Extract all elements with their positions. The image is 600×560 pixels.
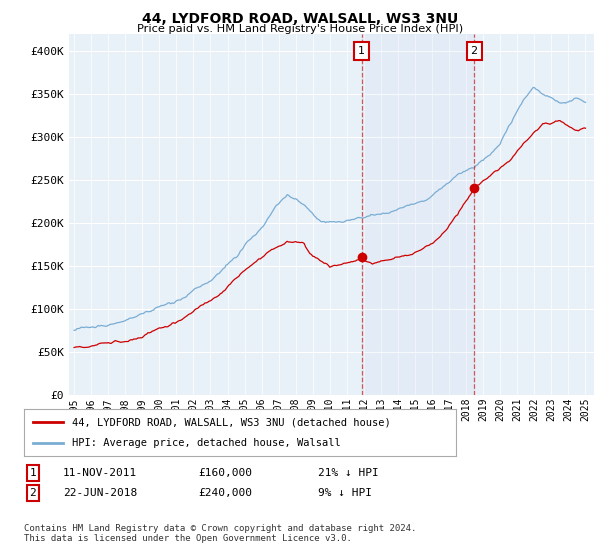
Text: 44, LYDFORD ROAD, WALSALL, WS3 3NU: 44, LYDFORD ROAD, WALSALL, WS3 3NU (142, 12, 458, 26)
Text: £160,000: £160,000 (198, 468, 252, 478)
Text: 21% ↓ HPI: 21% ↓ HPI (318, 468, 379, 478)
Text: Price paid vs. HM Land Registry's House Price Index (HPI): Price paid vs. HM Land Registry's House … (137, 24, 463, 34)
Text: 9% ↓ HPI: 9% ↓ HPI (318, 488, 372, 498)
Text: 1: 1 (358, 46, 365, 56)
Text: 11-NOV-2011: 11-NOV-2011 (63, 468, 137, 478)
Text: Contains HM Land Registry data © Crown copyright and database right 2024.
This d: Contains HM Land Registry data © Crown c… (24, 524, 416, 543)
Bar (362, 34, 474, 395)
Text: 2: 2 (29, 488, 37, 498)
Text: 2: 2 (470, 46, 478, 56)
Text: 1: 1 (29, 468, 37, 478)
Text: 22-JUN-2018: 22-JUN-2018 (63, 488, 137, 498)
Text: 44, LYDFORD ROAD, WALSALL, WS3 3NU (detached house): 44, LYDFORD ROAD, WALSALL, WS3 3NU (deta… (71, 417, 390, 427)
Text: HPI: Average price, detached house, Walsall: HPI: Average price, detached house, Wals… (71, 438, 340, 448)
Text: £240,000: £240,000 (198, 488, 252, 498)
